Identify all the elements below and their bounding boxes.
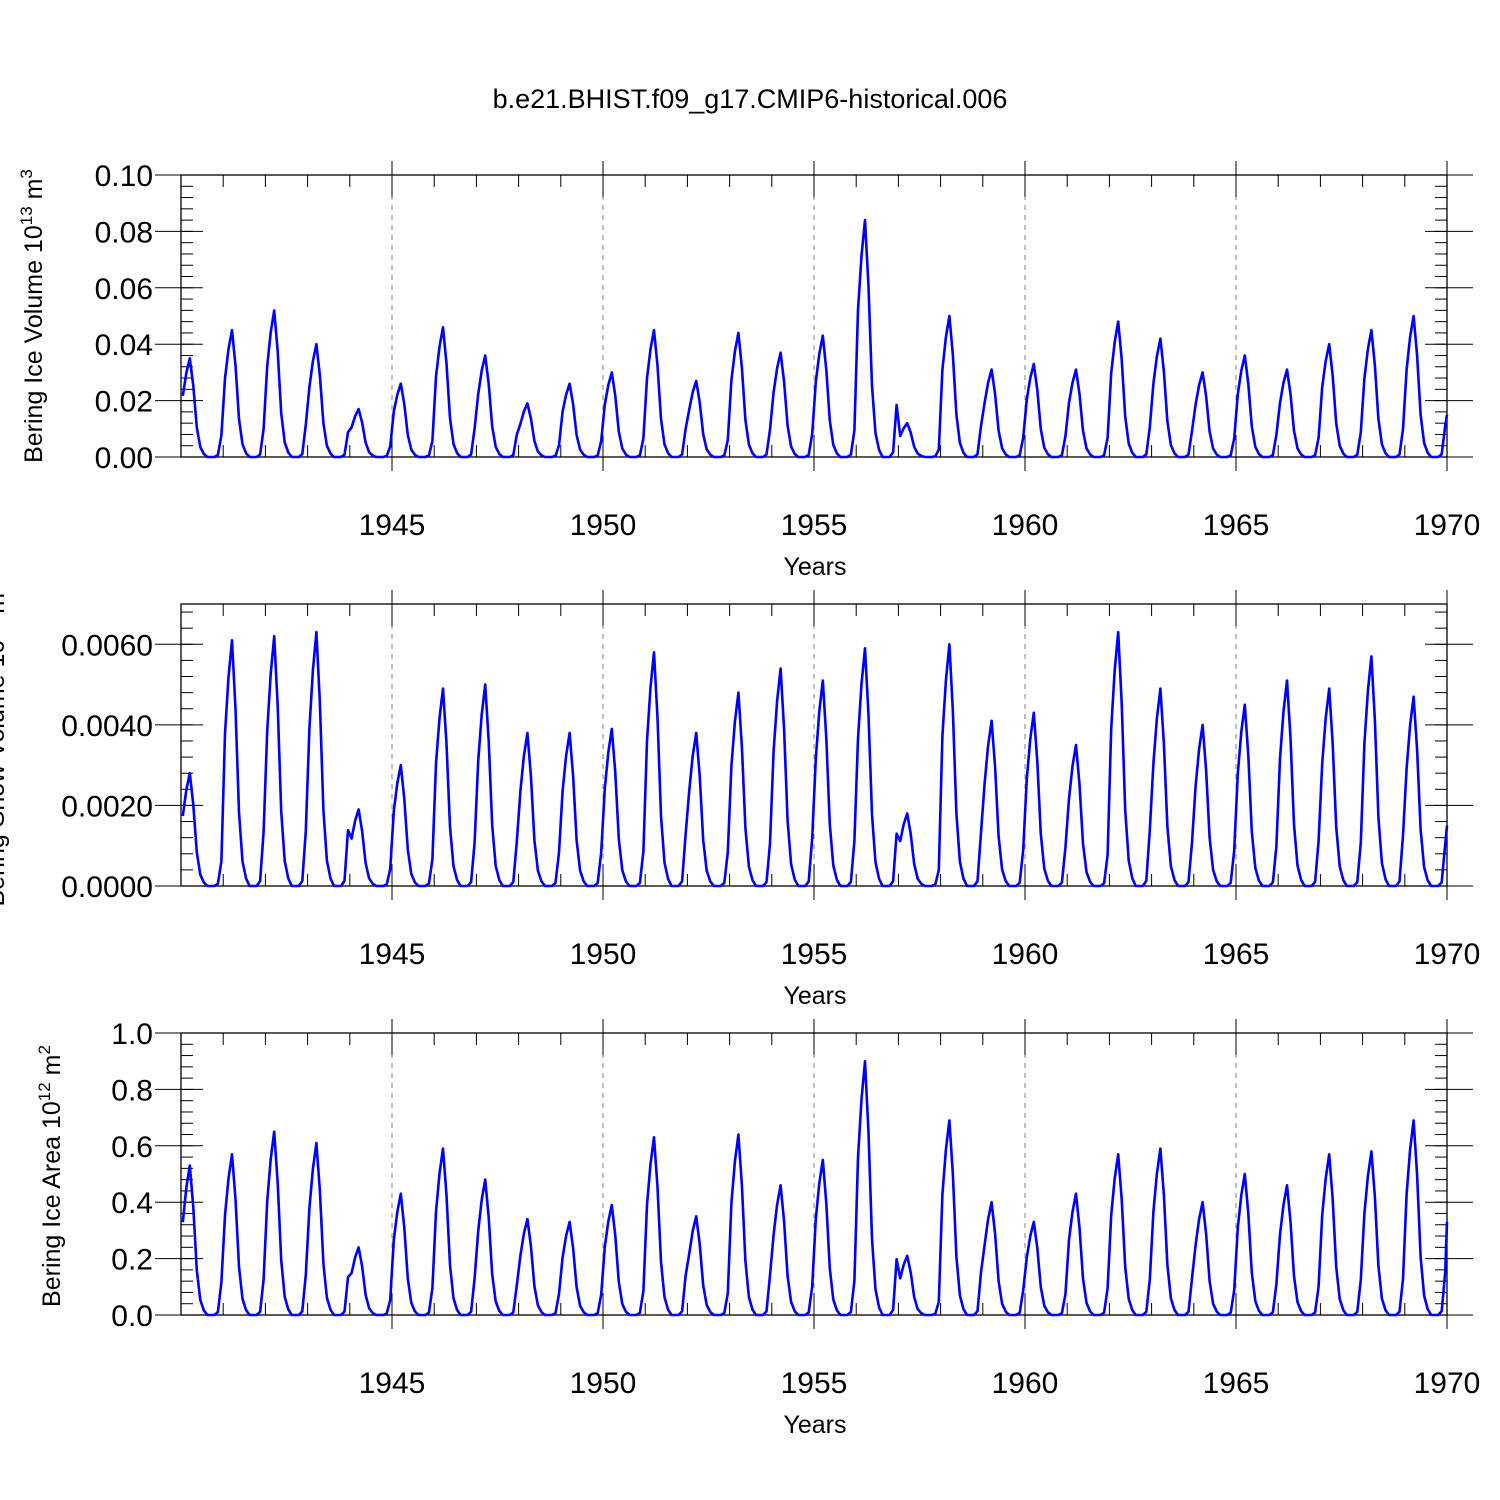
x-tick-label: 1960 [992, 938, 1059, 971]
series-line-ice-area [181, 1059, 1449, 1317]
xlabel-snow-volume: Years [783, 982, 846, 1010]
x-tick-label: 1970 [1414, 509, 1481, 542]
y-tick-label: 0.2 [111, 1244, 153, 1277]
y-tick-label: 0.10 [95, 160, 153, 193]
x-tick-label: 1965 [1203, 1367, 1270, 1400]
y-tick-label: 0.02 [95, 386, 153, 419]
x-tick-label: 1950 [570, 938, 637, 971]
x-tick-label: 1955 [781, 509, 848, 542]
y-tick-label: 0.04 [95, 329, 153, 362]
series-line-ice-volume [181, 218, 1449, 459]
x-tick-label: 1950 [570, 509, 637, 542]
y-tick-label: 0.4 [111, 1187, 153, 1220]
x-tick-label: 1965 [1203, 509, 1270, 542]
x-tick-label: 1970 [1414, 1367, 1481, 1400]
xlabel-ice-area: Years [783, 1411, 846, 1439]
x-tick-label: 1960 [992, 1367, 1059, 1400]
y-tick-label: 0.0 [111, 1300, 153, 1333]
y-tick-label: 0.8 [111, 1074, 153, 1107]
x-tick-label: 1970 [1414, 938, 1481, 971]
series-line-snow-volume [181, 630, 1449, 888]
x-tick-label: 1965 [1203, 938, 1270, 971]
y-tick-label: 0.0040 [61, 710, 153, 743]
y-tick-label: 0.0020 [61, 790, 153, 823]
ylabel-snow-volume: Bering Snow Volume 1013 m3 [0, 583, 10, 906]
y-tick-label: 0.0000 [61, 871, 153, 904]
x-tick-label: 1955 [781, 1367, 848, 1400]
x-tick-label: 1945 [359, 509, 426, 542]
y-tick-label: 0.0060 [61, 629, 153, 662]
x-tick-label: 1945 [359, 1367, 426, 1400]
ylabel-ice-area: Bering Ice Area 1012 m2 [35, 1045, 66, 1307]
x-tick-label: 1950 [570, 1367, 637, 1400]
ylabel-ice-volume: Bering Ice Volume 1013 m3 [17, 169, 48, 463]
x-tick-label: 1945 [359, 938, 426, 971]
y-tick-label: 0.08 [95, 216, 153, 249]
figure-title: b.e21.BHIST.f09_g17.CMIP6-historical.006 [492, 84, 1008, 114]
y-tick-label: 0.6 [111, 1131, 153, 1164]
y-tick-label: 0.06 [95, 273, 153, 306]
y-tick-label: 0.00 [95, 442, 153, 475]
xlabel-ice-volume: Years [783, 553, 846, 581]
x-tick-label: 1960 [992, 509, 1059, 542]
x-tick-label: 1955 [781, 938, 848, 971]
y-tick-label: 1.0 [111, 1018, 153, 1051]
